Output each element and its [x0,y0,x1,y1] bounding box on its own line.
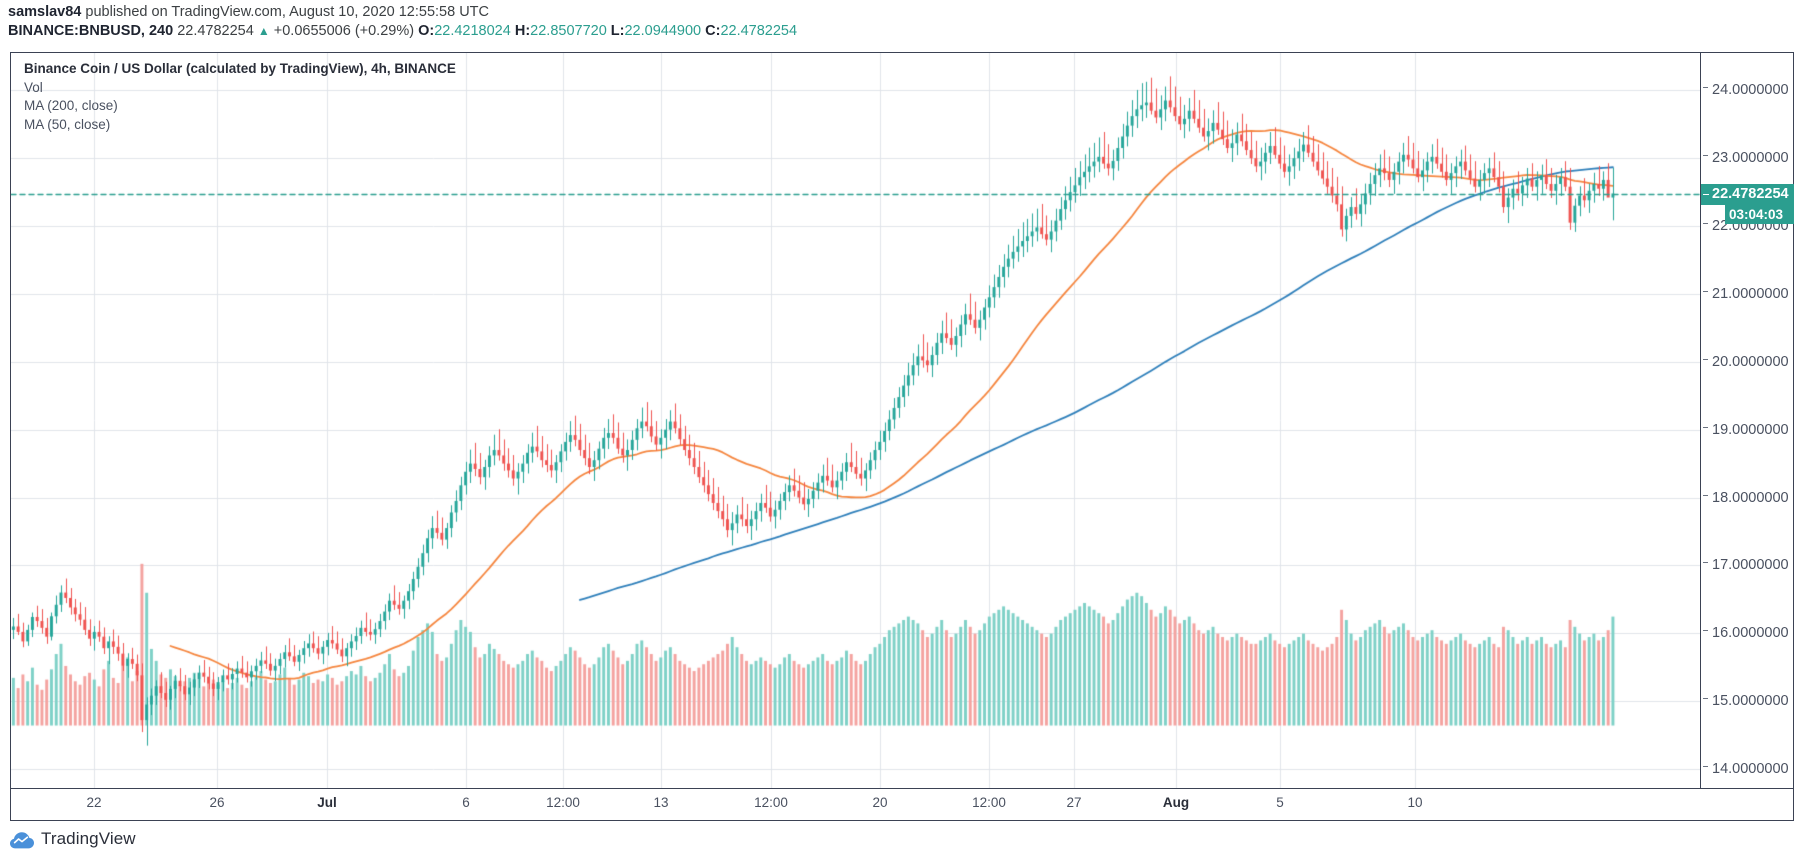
price-tick-dash [1703,426,1708,428]
legend-ma50[interactable]: MA (50, close) [24,116,111,132]
price-badge-dash [1703,193,1709,195]
symbol-label: BINANCE:BNBUSD, 240 [8,23,174,39]
time-tick-label: 26 [209,795,225,810]
time-tick-label: 12:00 [754,795,788,810]
tradingview-logo-text: TradingView [41,829,136,848]
time-axis[interactable]: 22 26 Jul 6 12:00 13 12:00 20 12:00 27 Aug 5 10 [10,789,1794,821]
candlestick-canvas[interactable] [11,53,1701,788]
legend-volume[interactable]: Vol [24,79,43,95]
price-tick-dash [1703,223,1708,225]
price-tick: 15.0000000 [1701,693,1794,709]
time-tick-label: 10 [1407,795,1423,810]
time-tick-label: 13 [653,795,669,810]
chart-legend: Binance Coin / US Dollar (calculated by … [24,60,456,134]
price-tick-label: 16.0000000 [1712,625,1789,642]
legend-title: Binance Coin / US Dollar (calculated by … [24,61,456,76]
low-value: 22.0944900 [624,23,702,39]
price-tick-label: 23.0000000 [1712,150,1789,167]
price-tick-label: 24.0000000 [1712,82,1789,99]
time-tick-label: 6 [462,795,470,810]
chart-plot-area[interactable]: Binance Coin / US Dollar (calculated by … [11,53,1701,788]
price-tick: 14.0000000 [1701,761,1794,777]
price-tick-label: 21.0000000 [1712,285,1789,302]
high-value: 22.8507720 [530,23,607,39]
change-absolute: +0.0655006 [273,23,351,39]
time-tick-label: 5 [1276,795,1284,810]
time-tick-label: 22 [86,795,102,810]
price-tick: 19.0000000 [1701,422,1794,438]
price-tick-dash [1703,155,1708,157]
chart-frame: Binance Coin / US Dollar (calculated by … [10,52,1794,789]
price-tick-dash [1703,358,1708,360]
time-tick-label: 12:00 [546,795,580,810]
price-tick: 17.0000000 [1701,557,1794,573]
tradingview-footer: TradingView [10,829,136,849]
price-tick-label: 18.0000000 [1712,489,1789,506]
time-tick-label: 20 [872,795,888,810]
current-price-badge: 22.4782254 [1701,183,1794,205]
price-tick-label: 14.0000000 [1712,760,1789,777]
price-tick-dash [1703,698,1708,700]
open-label: O: [418,23,435,39]
price-tick-dash [1703,562,1708,564]
price-tick-dash [1703,765,1708,767]
time-tick-label: Aug [1162,795,1190,810]
price-axis[interactable]: 24.0000000 23.0000000 22.0000000 21.0000000… [1700,53,1794,788]
price-tick: 16.0000000 [1701,625,1794,641]
price-tick-dash [1703,87,1708,89]
close-label: C: [705,23,721,39]
time-tick-label: 27 [1066,795,1082,810]
publication-byline: samslav84 published on TradingView.com, … [8,3,1798,22]
price-tick: 20.0000000 [1701,354,1794,370]
price-tick-dash [1703,290,1708,292]
price-tick-label: 19.0000000 [1712,421,1789,438]
low-label: L: [610,23,625,39]
change-percent: (+0.29%) [354,23,415,39]
bar-countdown-badge: 03:04:03 [1725,204,1794,224]
open-value: 22.4218024 [434,23,511,39]
price-tick: 24.0000000 [1701,82,1794,98]
price-tick-label: 20.0000000 [1712,353,1789,370]
change-arrow-icon: ▲ [257,24,270,38]
symbol-quote-line: BINANCE:BNBUSD, 240 22.4782254 ▲ +0.0655… [8,22,1798,41]
time-tick-label: Jul [317,795,337,810]
price-tick: 23.0000000 [1701,150,1794,166]
legend-ma200[interactable]: MA (200, close) [24,98,118,113]
time-tick-label: 12:00 [972,795,1006,810]
high-label: H: [514,23,531,39]
price-tick: 21.0000000 [1701,286,1794,302]
close-value: 22.4782254 [720,23,798,39]
last-price: 22.4782254 [177,23,254,39]
publication-header: samslav84 published on TradingView.com, … [8,3,1798,41]
published-text: published on TradingView.com, August 10,… [85,4,489,20]
price-tick-dash [1703,494,1708,496]
price-tick-label: 15.0000000 [1712,693,1789,710]
price-tick: 18.0000000 [1701,490,1794,506]
author-name: samslav84 [8,4,82,20]
price-tick-dash [1703,630,1708,632]
tradingview-logo-icon [10,831,34,848]
price-tick-label: 17.0000000 [1712,557,1789,574]
